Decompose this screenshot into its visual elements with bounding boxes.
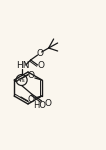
Text: HO: HO bbox=[33, 102, 46, 111]
Text: O: O bbox=[27, 96, 34, 105]
Text: O: O bbox=[44, 99, 51, 108]
Text: O: O bbox=[27, 72, 34, 81]
Text: Als: Als bbox=[17, 78, 26, 82]
Text: HN: HN bbox=[16, 61, 29, 70]
Text: O: O bbox=[37, 61, 44, 70]
Text: O: O bbox=[36, 48, 43, 57]
